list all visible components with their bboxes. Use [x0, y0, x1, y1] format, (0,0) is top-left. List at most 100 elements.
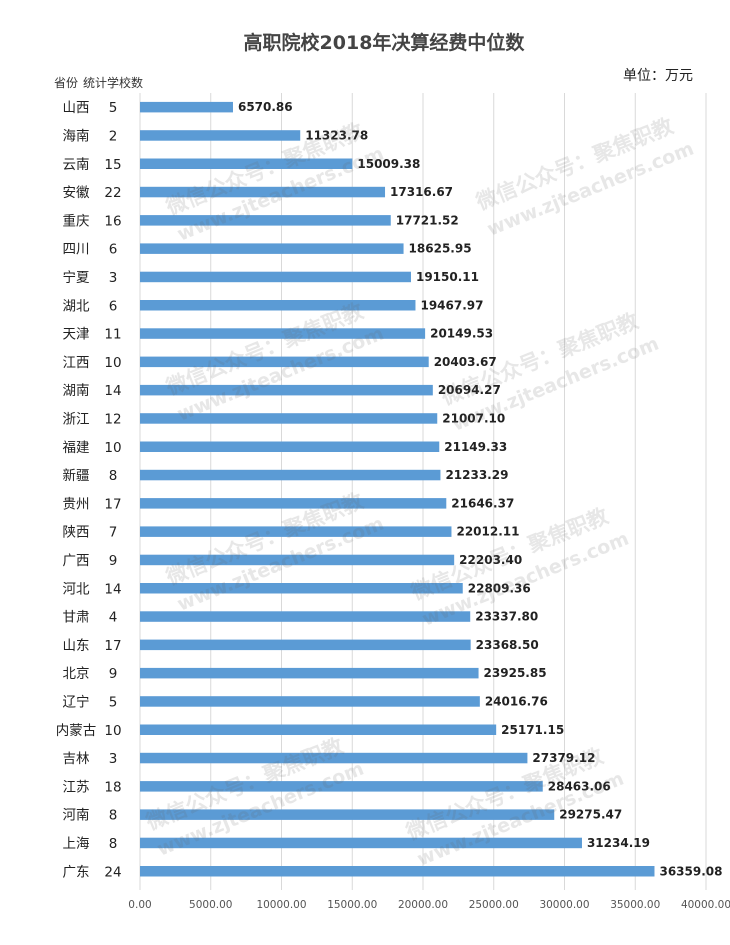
data-label: 23925.85 — [484, 666, 547, 680]
bar — [140, 328, 426, 339]
bar — [140, 667, 479, 679]
school-count-label: 3 — [109, 751, 118, 767]
school-count-label: 24 — [104, 864, 121, 880]
bar — [140, 639, 471, 651]
data-label: 15009.38 — [357, 157, 420, 171]
bars — [140, 101, 655, 877]
x-tick-label: 5000.00 — [189, 899, 232, 911]
category-label: 安徽 — [63, 185, 90, 201]
school-count-label: 5 — [109, 100, 118, 116]
category-label: 广东 — [63, 864, 90, 880]
school-count-label: 6 — [109, 242, 118, 258]
bar — [140, 611, 471, 622]
bar — [140, 809, 555, 820]
bar — [140, 101, 233, 113]
bar — [140, 752, 528, 764]
x-tick-label: 0.00 — [128, 899, 151, 911]
bar — [140, 300, 416, 311]
category-label: 北京 — [63, 666, 90, 682]
category-label: 内蒙古 — [56, 723, 97, 739]
data-label: 18625.95 — [409, 242, 472, 256]
bar — [140, 724, 497, 735]
school-count-label: 8 — [109, 808, 118, 824]
bar — [140, 215, 391, 226]
school-count-label: 8 — [109, 836, 118, 852]
school-count-label: 9 — [109, 666, 118, 682]
x-tick-label: 20000.00 — [398, 899, 448, 911]
category-label: 福建 — [63, 440, 90, 456]
header-province: 省份 — [54, 76, 78, 90]
category-label: 江苏 — [63, 779, 90, 795]
data-label: 23337.80 — [475, 610, 538, 624]
school-count-label: 8 — [109, 468, 118, 484]
school-count-label: 17 — [104, 638, 121, 654]
bar — [140, 554, 455, 566]
bar — [140, 413, 438, 424]
x-tick-label: 35000.00 — [610, 899, 660, 911]
data-label: 11323.78 — [305, 128, 368, 142]
category-label: 新疆 — [63, 468, 90, 484]
data-label: 21233.29 — [445, 468, 508, 482]
category-label: 河南 — [63, 808, 90, 824]
data-label: 29275.47 — [559, 808, 622, 822]
category-label: 湖北 — [63, 298, 90, 314]
data-label: 31234.19 — [587, 836, 650, 850]
data-label: 23368.50 — [476, 638, 539, 652]
data-label: 22012.11 — [456, 525, 519, 539]
unit-label: 单位：万元 — [623, 68, 693, 84]
data-label: 28463.06 — [548, 779, 611, 793]
category-label: 贵州 — [63, 496, 90, 512]
school-count-label: 14 — [104, 383, 121, 399]
bar — [140, 781, 543, 792]
data-label: 21007.10 — [442, 411, 505, 425]
school-count-label: 11 — [104, 327, 121, 343]
category-label: 山西 — [63, 100, 90, 116]
data-label: 25171.15 — [501, 723, 564, 737]
category-label: 上海 — [63, 836, 90, 852]
bar — [140, 384, 433, 396]
data-label: 22203.40 — [459, 553, 522, 567]
school-count-label: 2 — [109, 128, 118, 144]
bar — [140, 469, 441, 481]
bar — [140, 441, 440, 452]
data-label: 6570.86 — [238, 100, 293, 114]
bar — [140, 866, 655, 877]
category-label: 吉林 — [63, 751, 90, 767]
school-count-label: 7 — [109, 525, 118, 541]
bar — [140, 498, 447, 509]
category-label: 浙江 — [63, 411, 90, 427]
category-label: 云南 — [63, 157, 90, 173]
school-count-label: 9 — [109, 553, 118, 569]
data-label: 22809.36 — [468, 581, 531, 595]
school-count-label: 14 — [104, 581, 121, 597]
category-label: 湖南 — [63, 383, 90, 399]
category-label: 重庆 — [63, 213, 90, 229]
data-label: 17721.52 — [396, 213, 459, 227]
category-label: 宁夏 — [63, 269, 90, 286]
category-label: 四川 — [63, 242, 90, 258]
data-label: 20149.53 — [430, 327, 493, 341]
school-count-label: 4 — [109, 610, 118, 626]
category-label: 河北 — [63, 581, 90, 597]
school-count-label: 16 — [104, 213, 121, 229]
category-label: 天津 — [63, 327, 90, 343]
data-label: 36359.08 — [659, 864, 722, 878]
category-label: 广西 — [63, 553, 90, 569]
category-label: 江西 — [63, 355, 90, 371]
x-tick-label: 25000.00 — [469, 899, 519, 911]
bar — [140, 130, 301, 141]
data-label: 21149.33 — [444, 440, 507, 454]
x-tick-label: 15000.00 — [327, 899, 377, 911]
x-tick-label: 40000.00 — [681, 899, 730, 911]
school-count-label: 10 — [104, 440, 121, 456]
bar — [140, 356, 429, 368]
bar — [140, 271, 411, 283]
category-label: 甘肃 — [63, 610, 90, 626]
category-label: 陕西 — [63, 525, 90, 541]
category-label: 辽宁 — [63, 693, 90, 710]
x-axis-ticks: 0.00 5000.00 10000.00 15000.00 20000.00 25000… — [128, 899, 730, 911]
school-count-label: 3 — [109, 270, 118, 286]
category-label: 山东 — [63, 638, 90, 654]
x-tick-label: 30000.00 — [539, 899, 589, 911]
